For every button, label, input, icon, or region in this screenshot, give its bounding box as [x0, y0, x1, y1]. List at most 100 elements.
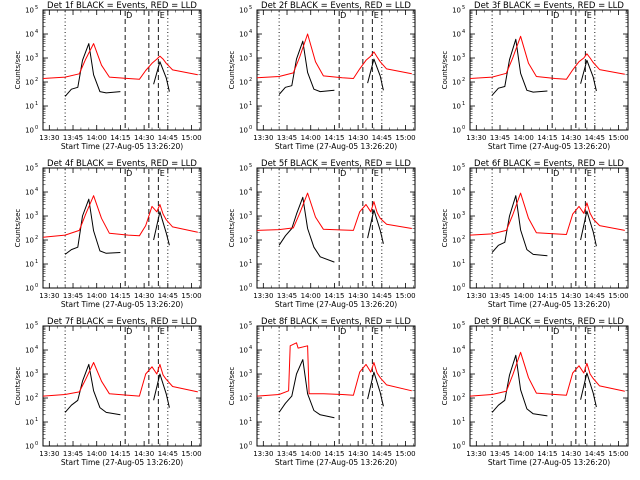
plot-frame [469, 167, 629, 289]
y-tick-label: 10 [239, 213, 248, 221]
y-tick-exponent: 5 [249, 5, 252, 11]
y-tick-label: 10 [25, 213, 34, 221]
y-axis-label: Counts/sec [228, 51, 236, 90]
y-tick-label: 10 [239, 127, 248, 135]
y-tick-label: 10 [25, 55, 34, 63]
y-tick-label: 10 [239, 419, 248, 427]
y-tick-exponent: 4 [35, 345, 38, 351]
y-tick-exponent: 3 [249, 53, 252, 59]
time-marker-label: E [587, 327, 592, 336]
series-line-black [367, 58, 384, 91]
plot-frame [42, 9, 202, 131]
x-tick-label: 14:30 [561, 134, 581, 142]
time-marker-label: E [587, 11, 592, 20]
y-tick-label: 10 [25, 237, 34, 245]
chart-title: Det 8f BLACK = Events, RED = LLD [261, 317, 411, 327]
time-marker-label: E [160, 11, 165, 20]
y-tick-label: 10 [239, 103, 248, 111]
x-axis-label: Start Time (27-Aug-05 13:26:20) [275, 300, 397, 309]
x-tick-label: 15:00 [395, 292, 415, 300]
y-tick-label: 10 [25, 285, 34, 293]
x-tick-label: 14:30 [134, 450, 154, 458]
y-tick-exponent: 3 [35, 211, 38, 217]
series-line-red [256, 192, 412, 231]
x-tick-label: 13:45 [490, 450, 510, 458]
x-tick-label: 14:45 [372, 450, 392, 458]
y-tick-exponent: 4 [249, 187, 252, 193]
x-tick-label: 14:45 [158, 292, 178, 300]
y-tick-exponent: 3 [249, 211, 252, 217]
y-tick-label: 10 [452, 103, 461, 111]
x-tick-label: 13:30 [39, 450, 59, 458]
y-tick-label: 10 [239, 443, 248, 451]
series-line-black [367, 371, 384, 407]
x-tick-label: 14:45 [585, 292, 605, 300]
y-tick-exponent: 3 [462, 369, 465, 375]
y-tick-exponent: 0 [35, 125, 38, 131]
y-tick-label: 10 [452, 237, 461, 245]
x-tick-label: 14:30 [561, 292, 581, 300]
x-tick-label: 14:30 [134, 134, 154, 142]
y-tick-label: 10 [239, 395, 248, 403]
x-tick-label: 15:00 [181, 292, 201, 300]
series-line-red [42, 195, 198, 238]
x-tick-label: 14:15 [537, 450, 557, 458]
plot-frame [256, 167, 416, 289]
time-marker-label: D [126, 327, 132, 336]
series-line-black [153, 373, 170, 408]
y-axis-label: Counts/sec [441, 51, 449, 90]
y-axis-label: Counts/sec [14, 367, 22, 406]
series-line-black [367, 209, 384, 244]
y-tick-exponent: 5 [462, 321, 465, 327]
y-tick-exponent: 2 [35, 393, 38, 399]
y-tick-label: 10 [25, 443, 34, 451]
x-tick-label: 14:15 [324, 450, 344, 458]
y-tick-label: 10 [25, 165, 34, 173]
y-tick-exponent: 2 [462, 393, 465, 399]
y-tick-exponent: 0 [249, 441, 252, 447]
chart-title: Det 1f BLACK = Events, RED = LLD [47, 1, 197, 11]
series-line-red [256, 342, 412, 397]
time-marker-label: D [340, 169, 346, 178]
series-line-red [469, 351, 625, 397]
series-line-red [42, 362, 198, 397]
y-tick-exponent: 4 [462, 345, 465, 351]
x-axis-label: Start Time (27-Aug-05 13:26:20) [488, 458, 610, 467]
y-tick-label: 10 [25, 127, 34, 135]
y-tick-exponent: 1 [35, 417, 38, 423]
y-tick-label: 10 [25, 261, 34, 269]
time-marker-label: D [553, 11, 559, 20]
y-tick-label: 10 [239, 165, 248, 173]
y-tick-exponent: 2 [35, 77, 38, 83]
y-tick-label: 10 [452, 7, 461, 15]
series-line-black [491, 38, 548, 96]
x-tick-label: 13:30 [466, 134, 486, 142]
y-tick-label: 10 [25, 189, 34, 197]
time-marker-label: E [374, 169, 379, 178]
x-tick-label: 14:45 [158, 450, 178, 458]
y-axis-label: Counts/sec [228, 209, 236, 248]
x-tick-label: 14:45 [585, 450, 605, 458]
y-tick-exponent: 1 [35, 259, 38, 265]
y-tick-exponent: 0 [462, 125, 465, 131]
chart-title: Det 6f BLACK = Events, RED = LLD [474, 159, 624, 169]
y-tick-label: 10 [452, 395, 461, 403]
x-tick-label: 14:00 [514, 292, 534, 300]
series-line-black [278, 359, 335, 419]
y-tick-label: 10 [239, 347, 248, 355]
y-tick-exponent: 5 [249, 163, 252, 169]
y-tick-label: 10 [452, 79, 461, 87]
series-line-black [278, 196, 335, 263]
y-tick-exponent: 4 [462, 187, 465, 193]
x-axis-label: Start Time (27-Aug-05 13:26:20) [275, 458, 397, 467]
x-tick-label: 15:00 [181, 450, 201, 458]
y-tick-exponent: 1 [249, 101, 252, 107]
series-line-red [469, 192, 625, 236]
y-tick-exponent: 0 [249, 283, 252, 289]
y-tick-exponent: 5 [462, 163, 465, 169]
y-tick-exponent: 1 [249, 417, 252, 423]
plot-frame [42, 167, 202, 289]
